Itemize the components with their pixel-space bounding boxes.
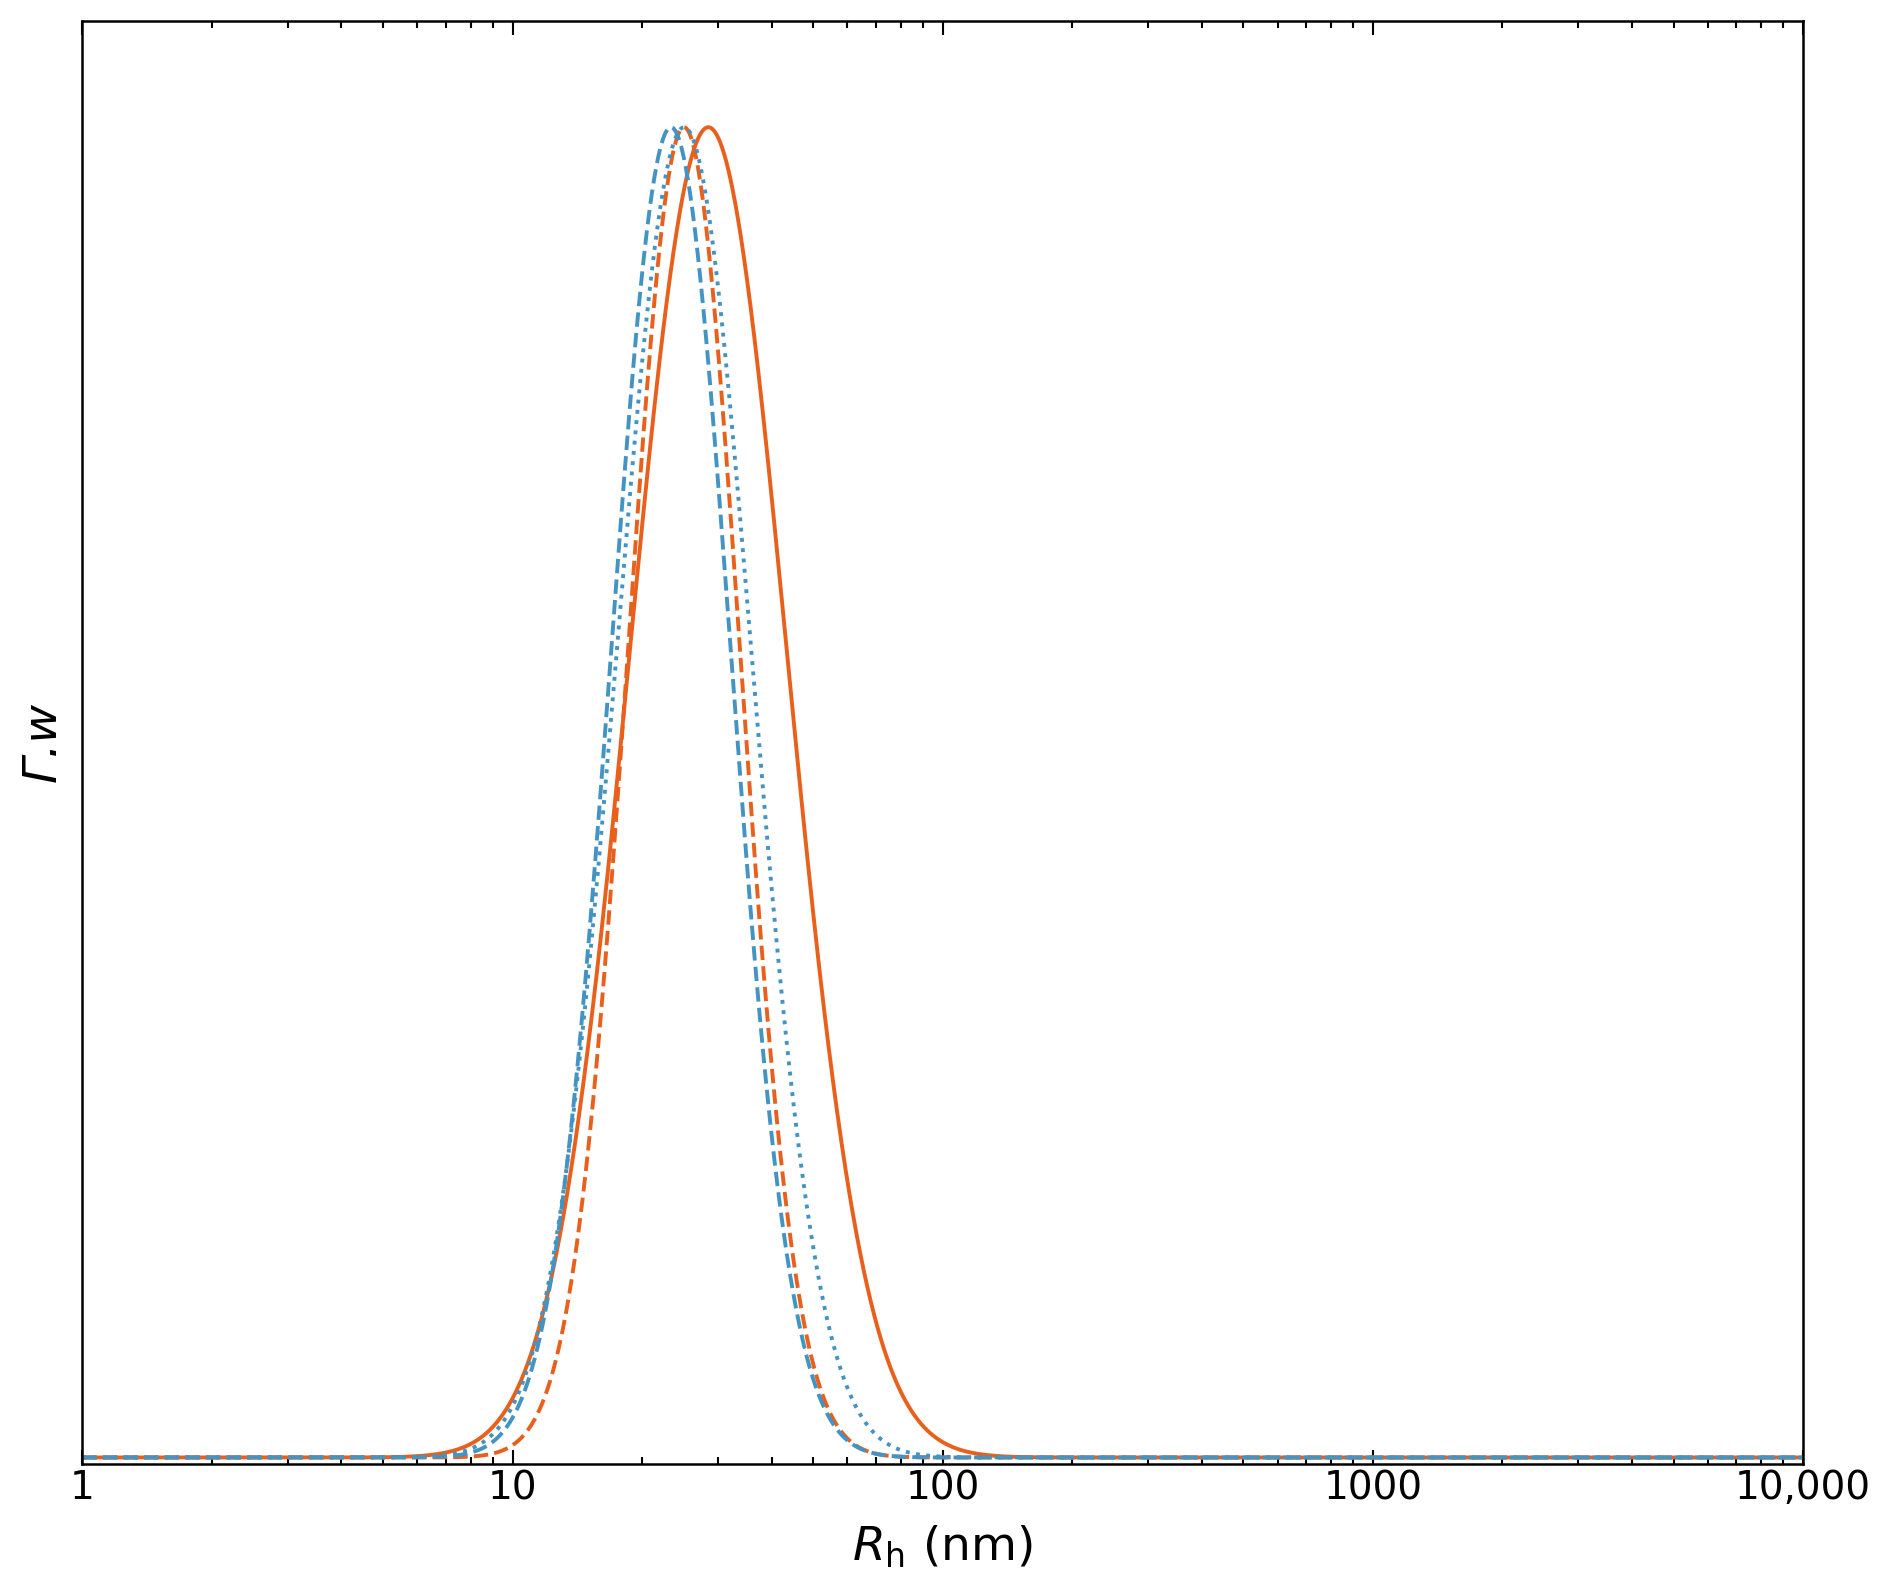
X-axis label: $R_{\mathrm{h}}$ (nm): $R_{\mathrm{h}}$ (nm) — [853, 1524, 1033, 1570]
Y-axis label: Γ.w: Γ.w — [21, 703, 66, 783]
